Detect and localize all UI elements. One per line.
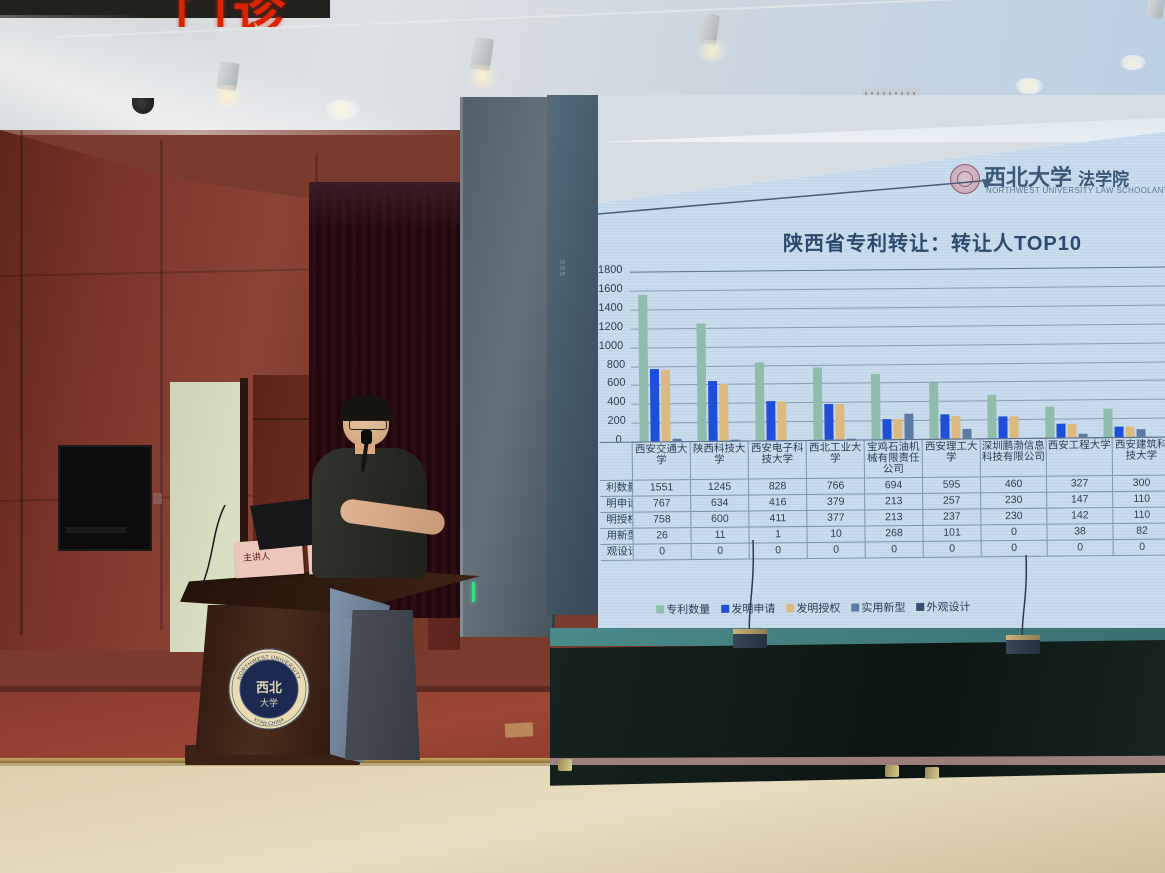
svg-text:大学: 大学 — [260, 697, 278, 708]
svg-text:西北: 西北 — [256, 680, 282, 695]
